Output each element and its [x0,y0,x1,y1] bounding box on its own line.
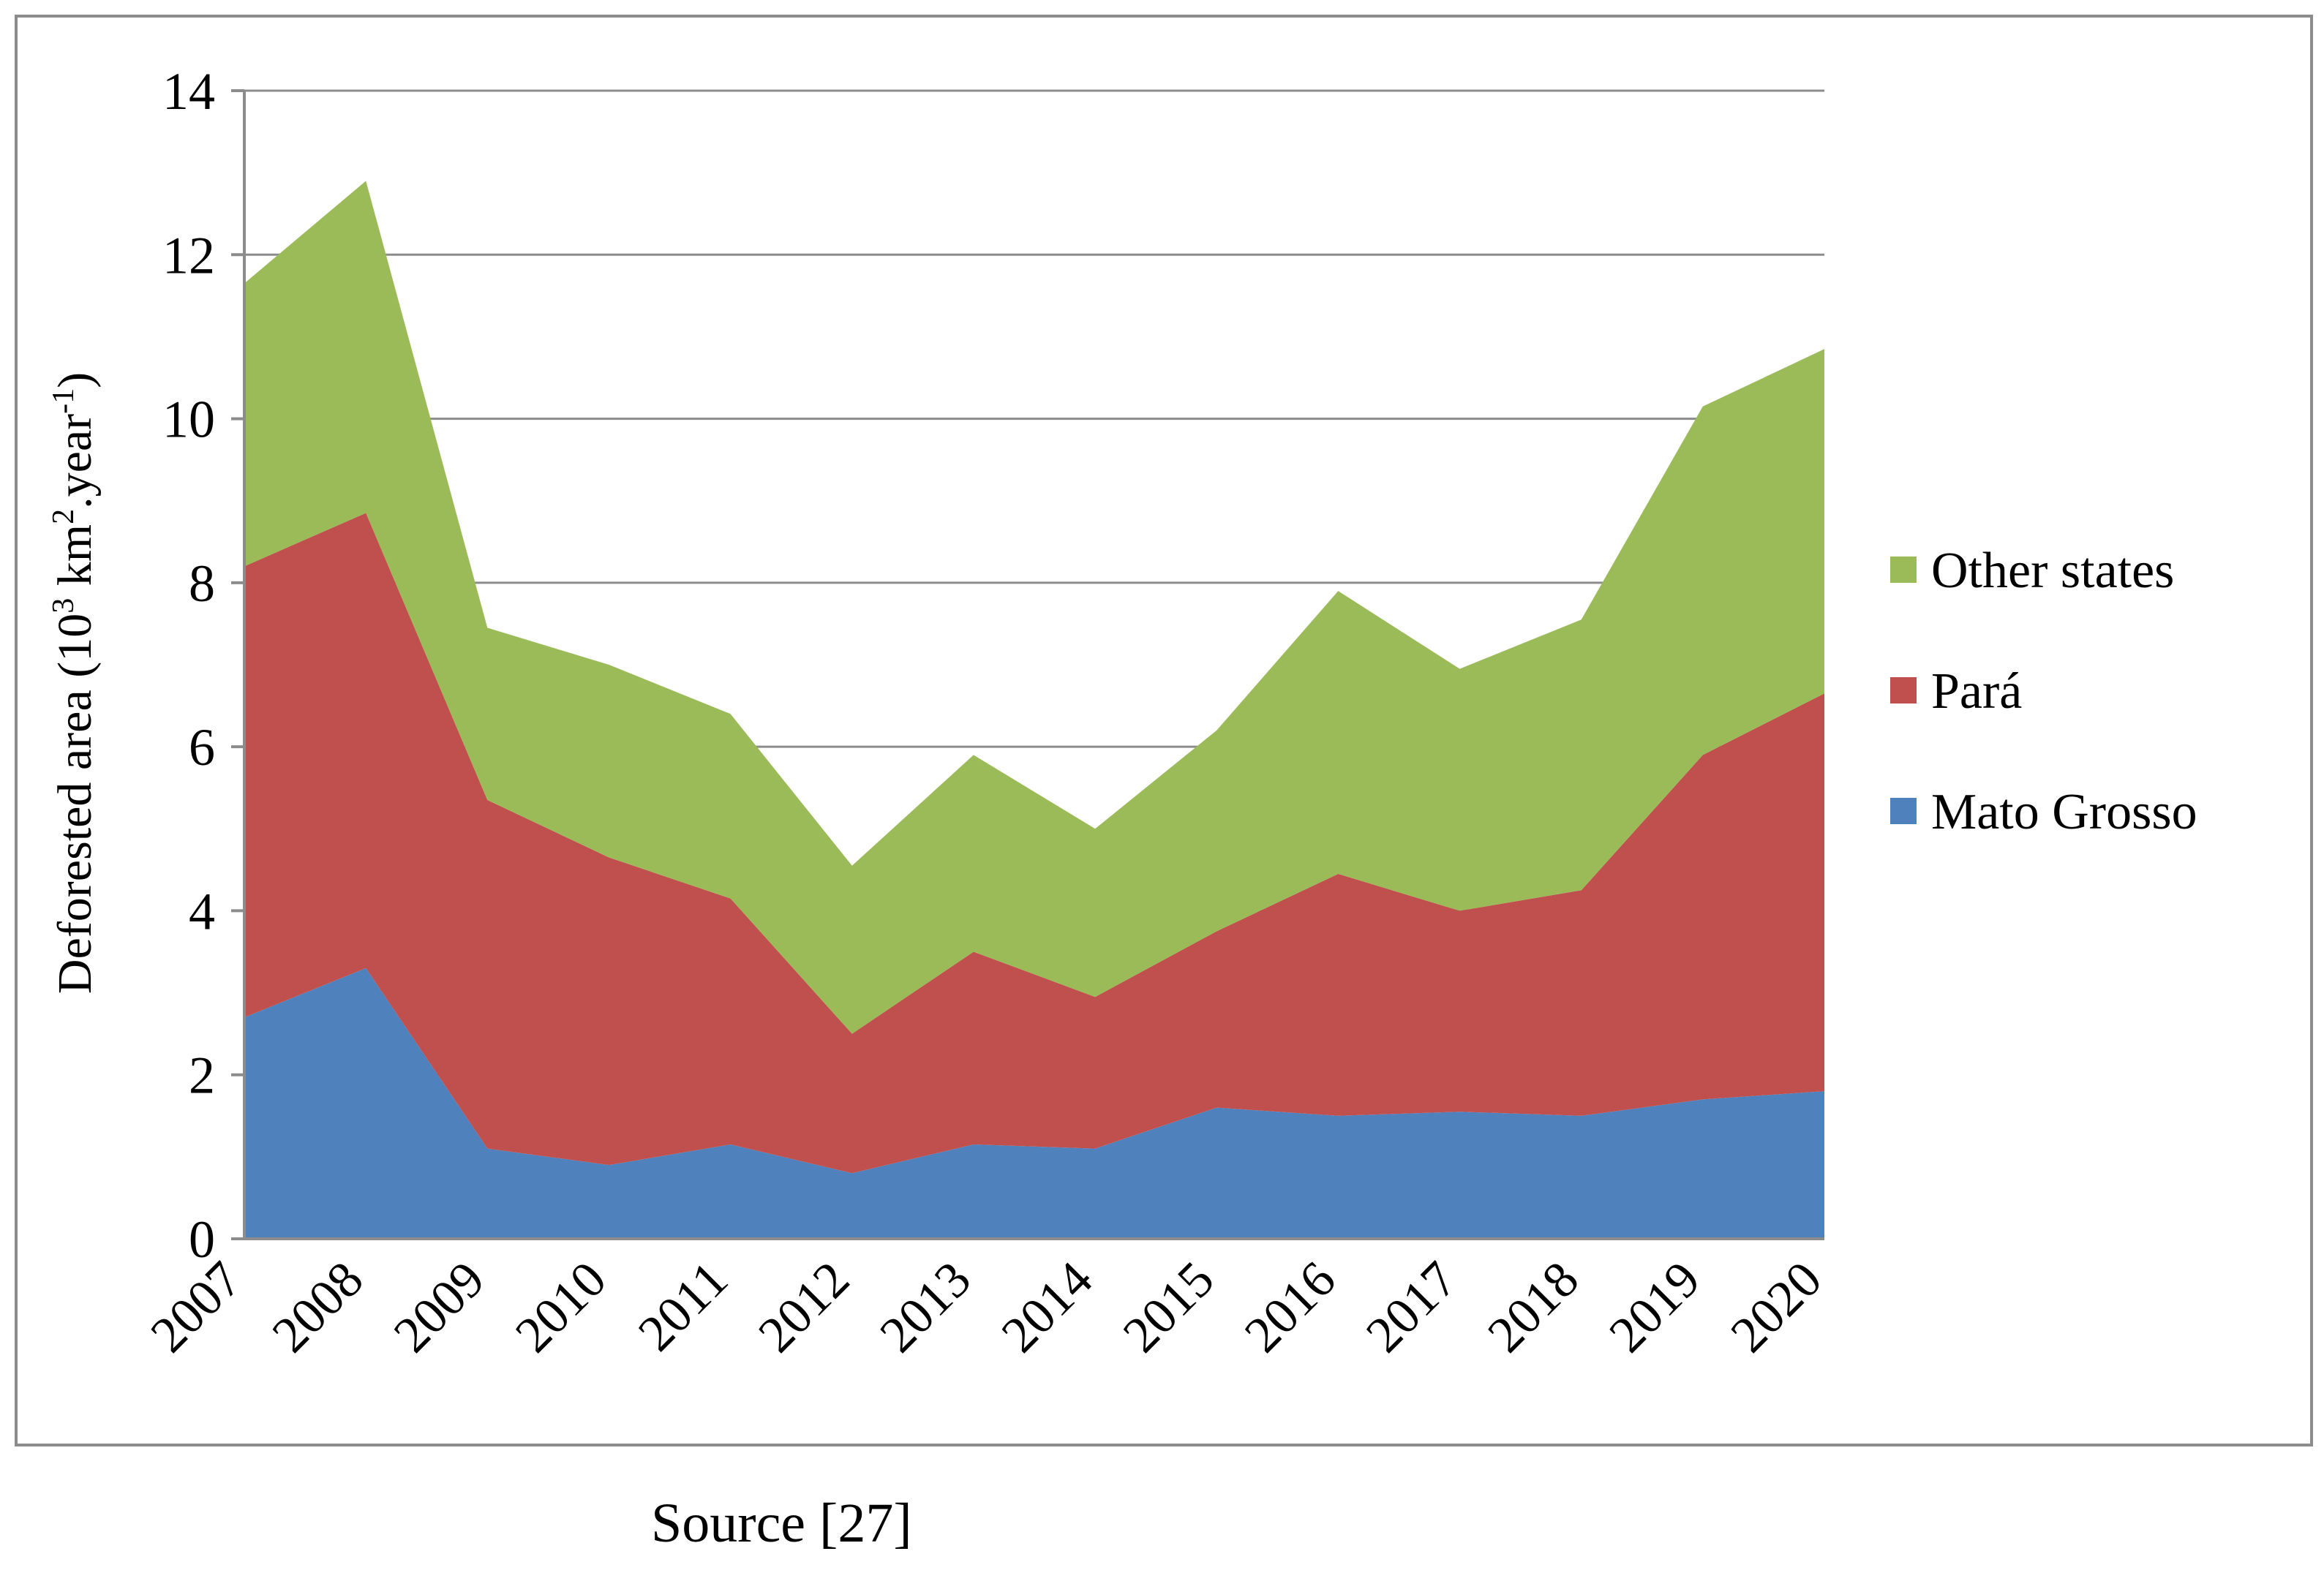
x-tick-label: 2017 [1355,1251,1467,1363]
x-tick-label: 2019 [1599,1251,1711,1363]
source-note: Source [27] [651,1493,912,1554]
y-axis-title: Deforested area (103 km2.year-1) [47,372,102,994]
y-tick-label: 14 [162,62,215,121]
x-tick-label: 2007 [140,1251,252,1363]
area-series-other-states [244,181,1824,1034]
x-tick-label: 2014 [991,1251,1103,1363]
x-tick-label: 2018 [1478,1251,1590,1363]
x-tick-label: 2009 [383,1251,495,1363]
y-tick-label: 8 [189,554,215,613]
y-tick-label: 12 [162,226,215,284]
legend-label-mato-grosso: Mato Grosso [1931,784,2197,840]
x-tick-label: 2008 [262,1251,374,1363]
x-tick-label: 2012 [748,1251,860,1363]
y-tick-label: 2 [189,1046,215,1105]
legend-label-other-states: Other states [1931,543,2174,599]
area-series-mato-grosso [244,967,1824,1239]
legend-swatch-para [1890,677,1917,703]
area-series-para [244,513,1824,1174]
x-tick-label: 2011 [628,1251,739,1362]
x-tick-label: 2016 [1234,1251,1346,1363]
area-layer [244,181,1824,1239]
legend-label-para: Pará [1931,663,2022,720]
legend-layer: Other states Pará Mato Grosso [1890,543,2197,840]
legend-swatch-mato-grosso [1890,798,1917,824]
chart-frame: 0 2 4 6 8 10 12 14 2007 2008 2009 2010 2011 2012 2013 2… [15,15,2313,1446]
y-tick-label: 0 [189,1210,215,1269]
x-tick-label: 2010 [505,1251,617,1363]
x-tick-label: 2020 [1721,1251,1832,1363]
y-tick-label: 10 [162,391,215,449]
y-tick-label: 6 [189,718,215,777]
legend-swatch-other-states [1890,557,1917,583]
x-tick-label: 2015 [1113,1251,1225,1363]
x-tick-label: 2013 [870,1251,982,1363]
y-tick-label: 4 [189,882,215,940]
